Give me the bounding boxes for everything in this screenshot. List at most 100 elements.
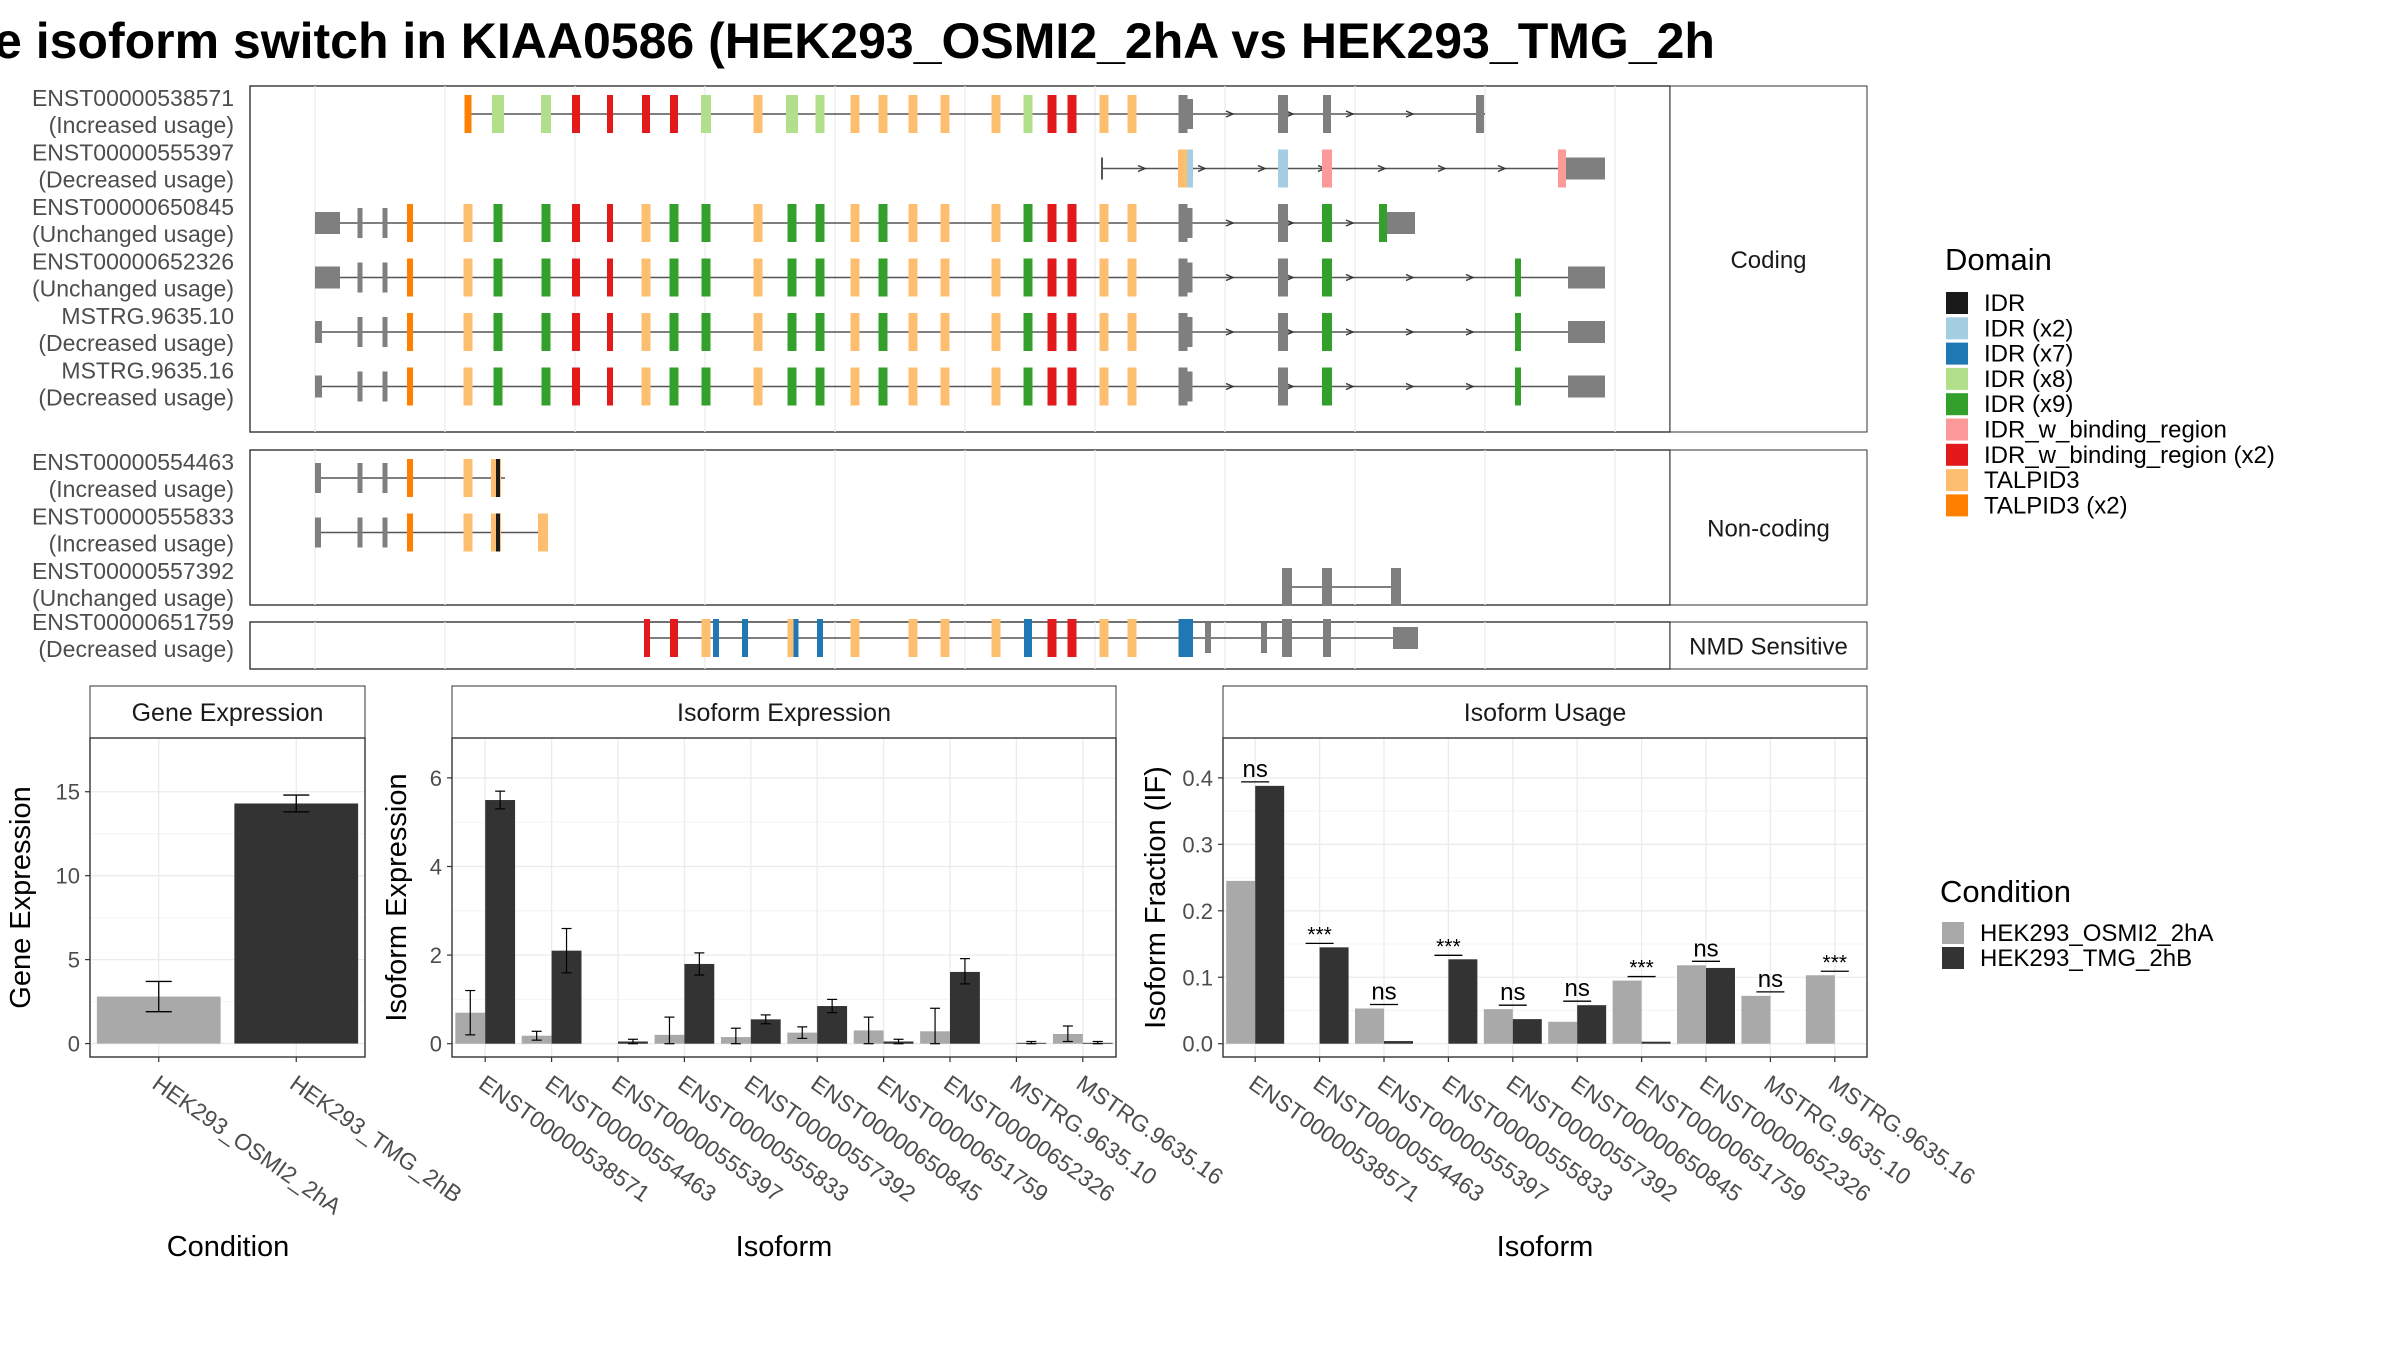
bar: [1483, 1009, 1513, 1044]
exon-block: [541, 95, 551, 133]
exon-block: [641, 367, 651, 406]
significance-label: ***: [1307, 923, 1332, 946]
direction-arrow: [1345, 219, 1355, 227]
exon-block: [701, 367, 711, 406]
legend-swatch: [1946, 469, 1968, 492]
transcript-name: ENST00000651759: [32, 609, 234, 635]
significance-label: ns: [1371, 978, 1396, 1005]
domain-legend-title: Domain: [1945, 242, 2052, 277]
transcript-usage: (Decreased usage): [38, 385, 234, 411]
transcript-track: [1101, 149, 1605, 188]
exon-block: [1067, 204, 1077, 242]
legend-swatch: [1946, 367, 1968, 390]
exon-block: [1278, 258, 1288, 297]
exon-block: [607, 258, 613, 297]
exon-block: [908, 204, 918, 242]
exon-block: [850, 95, 860, 133]
bar: [1319, 947, 1349, 1044]
strip-coding-label: Coding: [1730, 247, 1806, 274]
exon-block: [1127, 95, 1137, 133]
direction-arrow: [1225, 382, 1235, 391]
exon-block: [492, 95, 504, 133]
domain-legend-item: IDR: [1946, 290, 2025, 317]
exon-block: [1067, 313, 1077, 351]
bar: [684, 963, 715, 1044]
exon-block: [1322, 204, 1332, 242]
exon-block: [753, 204, 763, 242]
y-tick-label: 2: [430, 943, 442, 968]
exon-block: [1178, 619, 1188, 657]
exon-block: [641, 258, 651, 297]
exon-block: [940, 367, 950, 406]
exon-block: [538, 513, 548, 552]
direction-arrow: [1465, 328, 1475, 336]
exon-block: [878, 95, 888, 133]
exon-block: [463, 459, 473, 497]
exon-block: [1047, 95, 1057, 133]
significance-label: ***: [1436, 935, 1461, 958]
exon-block: [753, 367, 763, 406]
exon-block: [382, 517, 388, 548]
legend-swatch: [1946, 443, 1968, 466]
exon-block: [1278, 204, 1288, 242]
transcript-track: [1282, 568, 1401, 606]
transcript-track: [315, 367, 1605, 406]
direction-arrow: [1405, 273, 1415, 282]
exon-block: [1127, 619, 1137, 657]
significance-label: ns: [1693, 935, 1718, 962]
exon-block: [357, 517, 363, 548]
transcript-name: ENST00000554463: [32, 449, 234, 475]
chart-title: Gene Expression: [132, 699, 324, 727]
y-tick-label: 0: [68, 1032, 80, 1057]
direction-arrow: [1465, 382, 1475, 391]
significance-label: ns: [1565, 975, 1590, 1002]
exon-block: [642, 95, 650, 133]
exon-block: [1187, 99, 1193, 129]
exon-block: [407, 258, 413, 297]
legend-label: HEK293_OSMI2_2hA: [1980, 920, 2213, 947]
exon-block: [1187, 619, 1193, 657]
condition-legend-title: Condition: [1940, 874, 2071, 909]
exon-block: [1047, 619, 1057, 657]
exon-block: [541, 367, 551, 406]
legend-label: TALPID3: [1984, 467, 2080, 494]
exon-block: [463, 313, 473, 351]
transcript-usage: (Decreased usage): [38, 167, 234, 193]
chart-title: Isoform Expression: [677, 699, 891, 727]
exon-block: [670, 95, 678, 133]
bar-charts: Gene Expression051015HEK293_OSMI2_2hAHEK…: [5, 685, 1980, 1263]
significance-label: ***: [1823, 951, 1848, 974]
exon-block: [1127, 367, 1137, 406]
exon-block: [1067, 258, 1077, 297]
exon-block: [908, 313, 918, 351]
legend-label: IDR_w_binding_region: [1984, 417, 2227, 444]
bar: [1706, 967, 1735, 1044]
exon-block: [1278, 149, 1288, 188]
exon-block: [1515, 313, 1521, 351]
exon-block: [1023, 258, 1033, 297]
exon-block: [1282, 568, 1292, 606]
direction-arrow: [1285, 219, 1295, 227]
exon-block: [940, 95, 950, 133]
exon-block: [641, 313, 651, 351]
direction-arrow: [1137, 164, 1147, 173]
exon-block: [1379, 204, 1387, 242]
exon-block: [382, 317, 388, 347]
exon-block: [908, 258, 918, 297]
exon-block: [1515, 258, 1521, 297]
chart-border: [1222, 737, 1868, 1058]
bar: [1512, 1019, 1542, 1044]
bar: [1255, 785, 1285, 1044]
exon-block: [382, 262, 388, 293]
exon-block: [496, 513, 500, 552]
utr-block: [1568, 375, 1605, 398]
exon-block: [713, 619, 719, 657]
transcript-usage: (Decreased usage): [38, 330, 234, 356]
exon-block: [357, 208, 363, 238]
exon-block: [607, 95, 613, 133]
x-axis-title: Isoform: [736, 1231, 833, 1263]
exon-block: [1178, 95, 1188, 133]
legend-swatch: [1946, 494, 1968, 517]
